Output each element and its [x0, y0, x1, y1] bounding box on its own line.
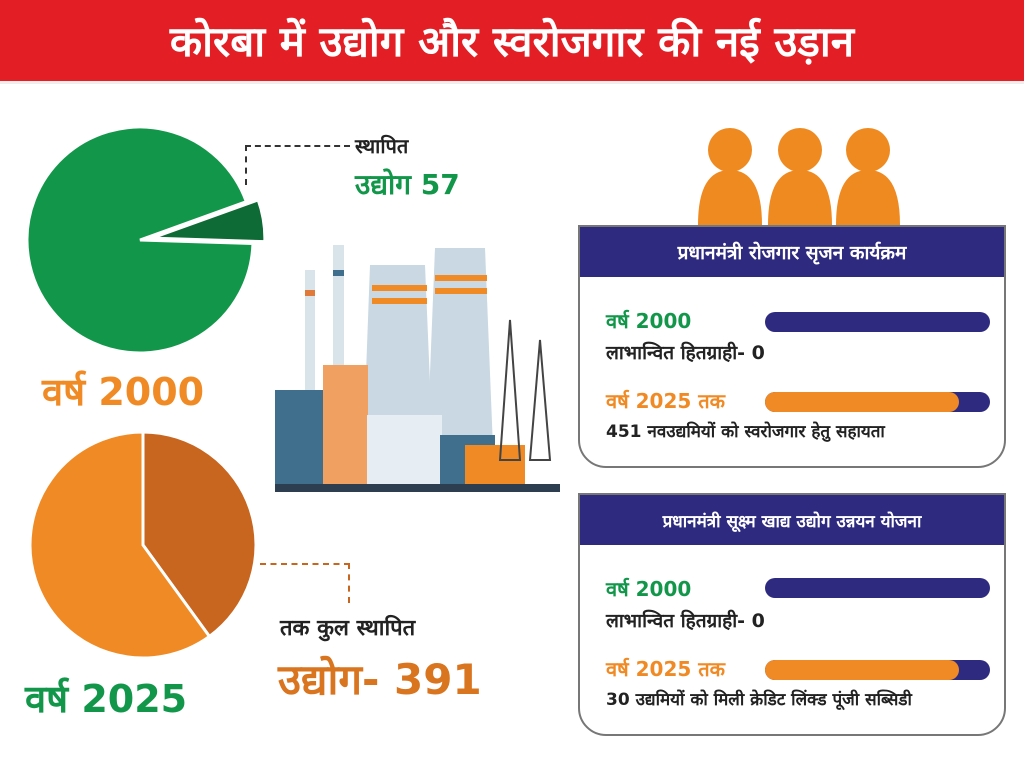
card-pmegp: प्रधानमंत्री रोजगार सृजन कार्यक्रम वर्ष … — [578, 225, 1006, 468]
leader-line-2000 — [245, 145, 350, 185]
pie-2000-label-1: स्थापित — [355, 134, 409, 158]
pie-slice — [25, 125, 255, 355]
year-2025-label: वर्ष 2025 — [25, 677, 188, 721]
row1-text: लाभान्वित हितग्राही- 0 — [606, 342, 765, 364]
row2-text: 30 उद्यमियों को मिली क्रेडिट लिंक्ड पूंज… — [606, 690, 912, 710]
row2-year: वर्ष 2025 तक — [606, 657, 726, 681]
pie-2000 — [25, 125, 267, 355]
page-title: कोरबा में उद्योग और स्वरोजगार की नई उड़ा… — [0, 0, 1024, 84]
progress-bar-2000 — [765, 312, 990, 332]
pie-2025 — [28, 430, 258, 660]
people-icon — [698, 128, 900, 225]
progress-bar-2000 — [765, 578, 990, 598]
pie-slice — [151, 197, 267, 244]
pie-slice — [28, 430, 212, 660]
pie-2025-label-1: तक कुल स्थापित — [280, 616, 416, 641]
card-title: प्रधानमंत्री रोजगार सृजन कार्यक्रम — [580, 227, 1004, 277]
card-pmfme: प्रधानमंत्री सूक्ष्म खाद्य उद्योग उन्नयन… — [578, 493, 1006, 736]
row1-year: वर्ष 2000 — [606, 577, 692, 601]
row2-text: 451 नवउद्यमियों को स्वरोजगार हेतु सहायता — [606, 422, 885, 442]
pie-charts — [25, 125, 267, 660]
progress-bar-2025 — [765, 660, 990, 680]
pie-2000-label-2: उद्योग 57 — [355, 168, 460, 201]
leader-line-2025 — [260, 563, 350, 603]
row1-year: वर्ष 2000 — [606, 309, 692, 333]
row2-year: वर्ष 2025 तक — [606, 389, 726, 413]
pie-2025-label-2: उद्योग- 391 — [278, 655, 482, 704]
row1-text: लाभान्वित हितग्राही- 0 — [606, 610, 765, 632]
card-title: प्रधानमंत्री सूक्ष्म खाद्य उद्योग उन्नयन… — [580, 495, 1004, 545]
pie-slice — [141, 430, 258, 639]
factory-illustration — [275, 245, 560, 492]
year-2000-label: वर्ष 2000 — [42, 370, 205, 414]
progress-bar-2025 — [765, 392, 990, 412]
